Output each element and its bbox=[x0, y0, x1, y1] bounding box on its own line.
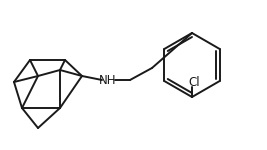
Text: NH: NH bbox=[99, 74, 117, 87]
Text: Cl: Cl bbox=[188, 76, 200, 90]
